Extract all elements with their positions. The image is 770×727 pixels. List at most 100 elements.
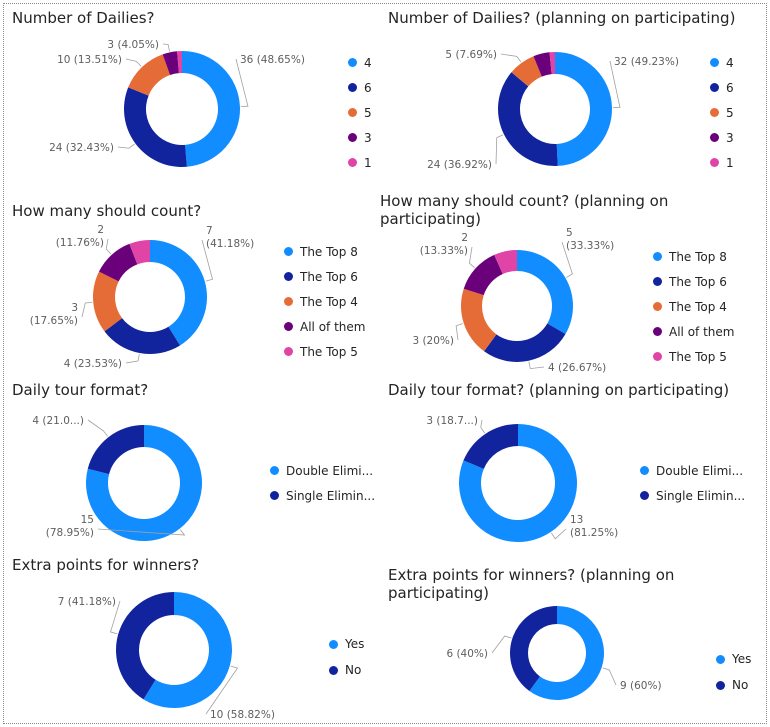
legend-item[interactable]: Yes bbox=[716, 646, 751, 672]
data-label: 7 (41.18%) bbox=[206, 225, 254, 250]
chart-legend: The Top 8 The Top 6 The Top 4 All of them Th… bbox=[653, 244, 734, 369]
leader-line bbox=[609, 60, 621, 108]
slice-no[interactable] bbox=[116, 592, 174, 700]
legend-swatch bbox=[710, 83, 719, 92]
donut-chart[interactable]: 9 (60%) 6 (40%) bbox=[382, 562, 766, 724]
donut-chart[interactable]: 10 (58.82%) 7 (41.18%) bbox=[4, 552, 382, 724]
donut-chart[interactable]: 15 (78.95%) 4 (21.0...) bbox=[4, 374, 382, 552]
slice-6[interactable] bbox=[124, 87, 187, 167]
legend-item[interactable]: 6 bbox=[710, 75, 734, 100]
slice-1[interactable] bbox=[177, 51, 182, 74]
donut-chart[interactable]: 5 (33.33%) 4 (26.67%) 3 (20%) 2 (13.33%) bbox=[374, 189, 766, 374]
legend-item[interactable]: The Top 4 bbox=[653, 294, 734, 319]
chart-panel-2[interactable]: How many should count? 7 (41.18%) 4 (23.53… bbox=[4, 194, 382, 374]
legend-item[interactable]: Double Elimi... bbox=[270, 458, 375, 483]
legend-label: 1 bbox=[726, 155, 734, 170]
slice-the-top-5[interactable] bbox=[129, 240, 150, 265]
leader-line bbox=[125, 58, 142, 67]
legend-item[interactable]: 4 bbox=[710, 50, 734, 75]
legend-item[interactable]: The Top 6 bbox=[653, 269, 734, 294]
legend-item[interactable]: 1 bbox=[710, 150, 734, 175]
legend-swatch bbox=[716, 654, 725, 664]
slice-all-of-them[interactable] bbox=[98, 243, 138, 282]
legend-item[interactable]: The Top 5 bbox=[284, 339, 365, 364]
slice-the-top-5[interactable] bbox=[494, 250, 517, 275]
slice-single-elimin[interactable] bbox=[87, 425, 144, 475]
data-label: 24 (32.43%) bbox=[49, 142, 114, 154]
slice-the-top-4[interactable] bbox=[93, 271, 123, 332]
legend-item[interactable]: 4 bbox=[348, 50, 372, 75]
legend-item[interactable]: 5 bbox=[710, 100, 734, 125]
legend-item[interactable]: The Top 8 bbox=[284, 239, 365, 264]
slice-4[interactable] bbox=[182, 51, 241, 167]
slice-the-top-4[interactable] bbox=[461, 288, 497, 352]
legend-item[interactable]: 3 bbox=[710, 125, 734, 150]
chart-panel-7[interactable]: Extra points for winners? (planning on p… bbox=[382, 562, 766, 724]
legend-item[interactable]: The Top 6 bbox=[284, 264, 365, 289]
slice-3[interactable] bbox=[533, 52, 552, 77]
donut-chart[interactable]: 7 (41.18%) 4 (23.53%) 3 (17.65%) 2 (11.76%) bbox=[4, 194, 382, 374]
chart-title: Extra points for winners? (planning on p… bbox=[388, 566, 675, 602]
slice-no[interactable] bbox=[510, 606, 557, 692]
legend-item[interactable]: Single Elimin... bbox=[270, 483, 375, 508]
slice-the-top-6[interactable] bbox=[104, 318, 181, 354]
data-label: 3 (4.05%) bbox=[107, 39, 159, 51]
legend-item[interactable]: 6 bbox=[348, 75, 372, 100]
chart-panel-3[interactable]: How many should count? (planning on part… bbox=[374, 189, 766, 374]
donut-chart[interactable]: 32 (49.23%) 24 (36.92%) 5 (7.69%) bbox=[382, 4, 766, 194]
legend-item[interactable]: No bbox=[716, 672, 751, 698]
chart-title: Daily tour format? bbox=[12, 381, 149, 399]
slice-all-of-them[interactable] bbox=[463, 254, 503, 296]
donut-chart[interactable]: 13 (81.25%) 3 (18.7...) bbox=[382, 374, 766, 552]
chart-title: Number of Dailies? bbox=[12, 9, 155, 27]
chart-panel-0[interactable]: Number of Dailies? 36 (48.65%) 24 (32.43%… bbox=[4, 4, 382, 194]
legend-item[interactable]: 1 bbox=[348, 150, 372, 175]
slice-yes[interactable] bbox=[143, 592, 233, 708]
legend-item[interactable]: No bbox=[329, 657, 364, 683]
slice-4[interactable] bbox=[555, 52, 613, 166]
slice-double-elimi[interactable] bbox=[459, 424, 577, 542]
slice-the-top-8[interactable] bbox=[150, 240, 208, 346]
legend-item[interactable]: Single Elimin... bbox=[640, 483, 745, 508]
legend-item[interactable]: 5 bbox=[348, 100, 372, 125]
data-label: 2 (13.33%) bbox=[420, 232, 468, 257]
chart-panel-5[interactable]: Daily tour format? (planning on particip… bbox=[382, 374, 766, 552]
leader-line bbox=[480, 419, 485, 434]
chart-panel-1[interactable]: Number of Dailies? (planning on particip… bbox=[382, 4, 766, 194]
legend-item[interactable]: The Top 8 bbox=[653, 244, 734, 269]
slice-1[interactable] bbox=[549, 52, 555, 75]
legend-item[interactable]: The Top 4 bbox=[284, 289, 365, 314]
leader-line bbox=[235, 58, 249, 107]
donut-chart[interactable]: 36 (48.65%) 24 (32.43%) 10 (13.51%) 3 (4.05… bbox=[4, 4, 382, 194]
data-label: 3 (20%) bbox=[412, 335, 454, 347]
chart-title: How many should count? (planning on part… bbox=[380, 192, 669, 228]
slice-5[interactable] bbox=[128, 54, 171, 96]
legend-label: The Top 5 bbox=[669, 349, 727, 364]
leader-line bbox=[491, 635, 512, 654]
slice-yes[interactable] bbox=[529, 606, 604, 700]
legend-item[interactable]: All of them bbox=[284, 314, 365, 339]
slice-3[interactable] bbox=[162, 51, 179, 76]
legend-item[interactable]: The Top 5 bbox=[653, 344, 734, 369]
slice-single-elimin[interactable] bbox=[463, 424, 518, 469]
slice-the-top-8[interactable] bbox=[517, 250, 573, 334]
chart-panel-6[interactable]: Extra points for winners? 10 (58.82%) 7 (… bbox=[4, 552, 382, 724]
legend-item[interactable]: Double Elimi... bbox=[640, 458, 745, 483]
legend-item[interactable]: All of them bbox=[653, 319, 734, 344]
slice-6[interactable] bbox=[498, 72, 558, 167]
legend-item[interactable]: 3 bbox=[348, 125, 372, 150]
legend-swatch bbox=[348, 158, 357, 167]
leader-line bbox=[125, 353, 140, 364]
legend-swatch bbox=[348, 108, 357, 117]
leader-line bbox=[117, 143, 135, 149]
data-label: 10 (13.51%) bbox=[57, 54, 122, 66]
data-label: 7 (41.18%) bbox=[58, 596, 116, 608]
chart-panel-4[interactable]: Daily tour format? 15 (78.95%) 4 (21.0...)… bbox=[4, 374, 382, 552]
slice-5[interactable] bbox=[511, 56, 542, 87]
chart-title: Extra points for winners? bbox=[12, 556, 200, 574]
leader-line bbox=[602, 667, 617, 686]
legend-label: Single Elimin... bbox=[656, 488, 746, 503]
legend-item[interactable]: Yes bbox=[329, 631, 364, 657]
slice-double-elimi[interactable] bbox=[86, 425, 202, 541]
slice-the-top-6[interactable] bbox=[484, 323, 566, 363]
